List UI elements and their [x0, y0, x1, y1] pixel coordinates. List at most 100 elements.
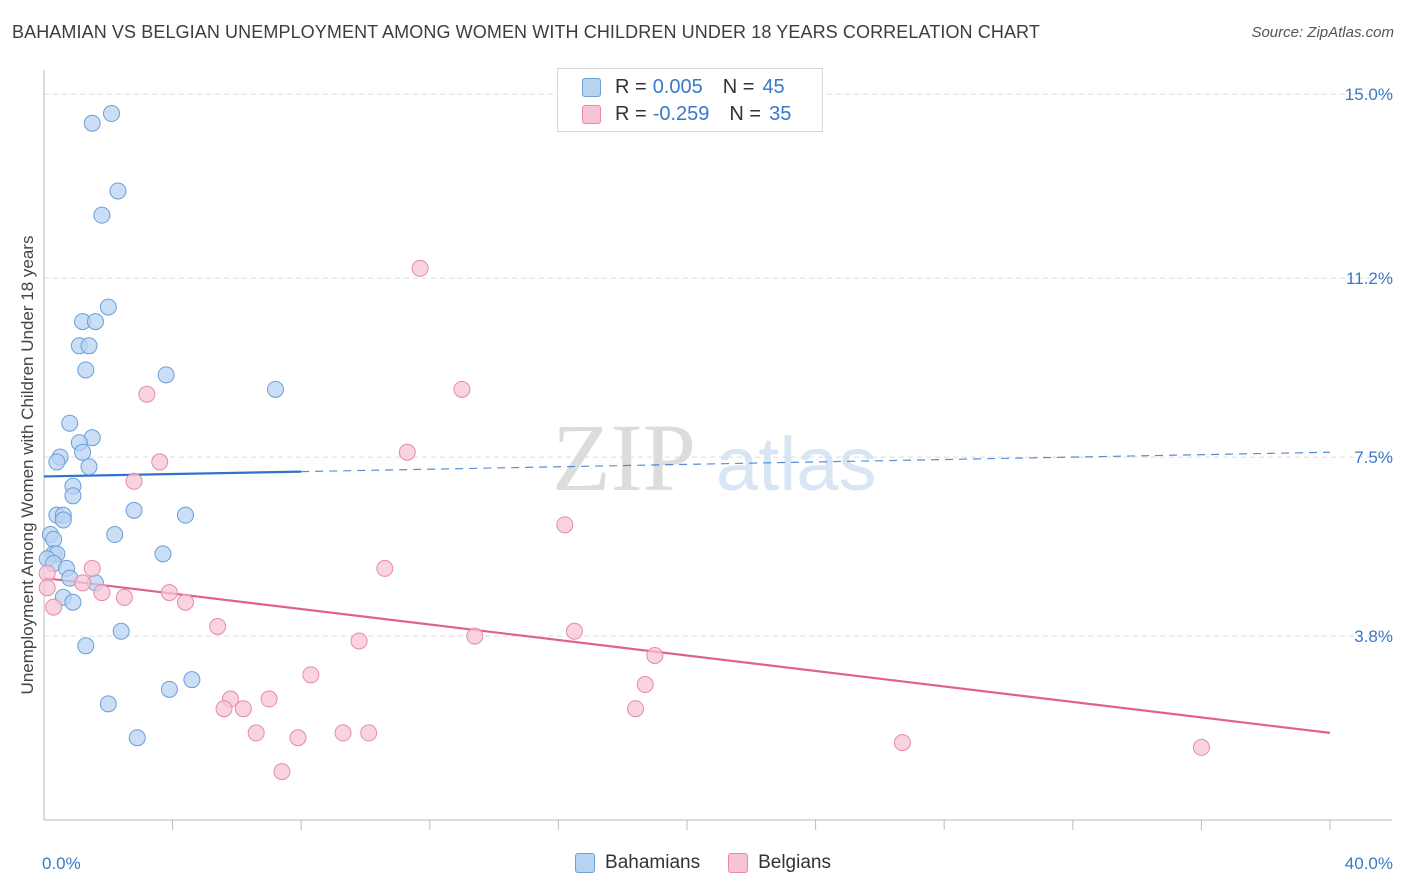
x-tick-label: 0.0% [42, 854, 81, 873]
bahamians-point [80, 458, 98, 476]
legend-n-value: 35 [769, 102, 792, 125]
legend-n-value: 45 [762, 75, 785, 98]
bahamians-point [160, 680, 178, 698]
trend-line-belgians [43, 576, 1331, 734]
belgians-point [302, 666, 320, 684]
legend-row-belgians: R = -0.259 N = 35 [582, 102, 791, 126]
belgians-point [38, 564, 56, 582]
legend-item-belgians[interactable]: Belgians [728, 852, 831, 874]
watermark-atlas: atlas [716, 422, 877, 507]
bahamians-point [183, 671, 201, 689]
belgians-point [93, 584, 111, 602]
belgians-point [209, 617, 227, 635]
legend-row-bahamians: R = 0.005 N = 45 [582, 75, 785, 99]
legend-label-belgians: Belgians [758, 852, 831, 873]
belgians-point [38, 579, 56, 597]
bahamians-point [103, 105, 121, 123]
bahamians-point [64, 487, 82, 505]
belgians-point [234, 700, 252, 718]
legend-swatch-bahamians [582, 77, 601, 97]
belgians-point [376, 559, 394, 577]
belgians-point [138, 385, 156, 403]
bahamians-point [109, 182, 127, 200]
trend-line-bahamians [43, 470, 302, 478]
bahamians-point [45, 530, 63, 548]
belgians-point [289, 729, 307, 747]
belgians-point [453, 380, 471, 398]
bahamians-point [176, 506, 194, 524]
legend-r-label: R = [615, 102, 647, 125]
bahamians-point [99, 695, 117, 713]
axes [43, 70, 1392, 830]
series-legend: Bahamians Belgians [0, 852, 1406, 874]
legend-n-label: N = [729, 102, 762, 125]
bahamians-point [125, 501, 143, 519]
bahamians-point [86, 313, 104, 331]
belgians-point [74, 574, 92, 592]
legend-swatch-bahamians [575, 853, 596, 873]
belgians-point [893, 734, 911, 752]
legend-r-label: R = [615, 75, 647, 98]
trend-line-bahamians-extension [301, 451, 1331, 473]
legend-r-value: 0.005 [652, 75, 703, 98]
belgians-point [45, 598, 63, 616]
bahamians-point [77, 637, 95, 655]
bahamians-point [64, 593, 82, 611]
bahamians-point [157, 366, 175, 384]
y-tick-label: 15.0% [1345, 85, 1393, 104]
belgians-point [1192, 738, 1210, 756]
belgians-point [176, 593, 194, 611]
y-axis-label: Unemployment Among Women with Children U… [18, 235, 37, 695]
belgians-point [215, 700, 233, 718]
y-tick-label: 3.8% [1354, 627, 1393, 646]
belgians-point [466, 627, 484, 645]
x-tick-label: 40.0% [1345, 854, 1393, 873]
trend-lines [43, 451, 1331, 734]
y-tick-label: 7.5% [1354, 448, 1393, 467]
bahamians-point [106, 526, 124, 544]
belgians-point [627, 700, 645, 718]
bahamians-point [112, 622, 130, 640]
correlation-legend: R = 0.005 N = 45 R = -0.259 N = 35 [557, 68, 823, 132]
legend-r-value: -0.259 [652, 102, 710, 125]
belgians-point [115, 588, 133, 606]
bahamians-point [128, 729, 146, 747]
belgians-point [646, 646, 664, 664]
bahamians-point [61, 414, 79, 432]
bahamians-point [83, 114, 101, 132]
legend-item-bahamians[interactable]: Bahamians [575, 852, 700, 874]
data-points [38, 105, 1210, 781]
belgians-point [565, 622, 583, 640]
belgians-point [160, 584, 178, 602]
belgians-point [636, 676, 654, 694]
bahamians-point [93, 206, 111, 224]
belgians-point [125, 472, 143, 490]
bahamians-point [99, 298, 117, 316]
bahamians-point [54, 511, 72, 529]
belgians-point [260, 690, 278, 708]
legend-swatch-belgians [582, 104, 601, 124]
legend-swatch-belgians [728, 853, 749, 873]
belgians-point [360, 724, 378, 742]
tick-labels: 3.8% 7.5% 11.2% 15.0% 0.0% 40.0% [42, 85, 1393, 873]
belgians-point [411, 259, 429, 277]
legend-label-bahamians: Bahamians [605, 852, 701, 873]
belgians-point [556, 516, 574, 534]
y-tick-label: 11.2% [1346, 269, 1393, 288]
bahamians-point [74, 443, 92, 461]
source-label: Source: ZipAtlas.com [1251, 24, 1394, 41]
belgians-point [273, 763, 291, 781]
bahamians-point [48, 453, 66, 471]
legend-n-label: N = [722, 75, 755, 98]
bahamians-point [77, 361, 95, 379]
chart-title: BAHAMIAN VS BELGIAN UNEMPLOYMENT AMONG W… [12, 22, 1040, 42]
bahamians-point [266, 380, 284, 398]
grid-lines [44, 93, 1392, 637]
belgians-point [334, 724, 352, 742]
belgians-point [83, 559, 101, 577]
belgians-point [151, 453, 169, 471]
belgians-point [398, 443, 416, 461]
bahamians-point [80, 337, 98, 355]
belgians-point [350, 632, 368, 650]
